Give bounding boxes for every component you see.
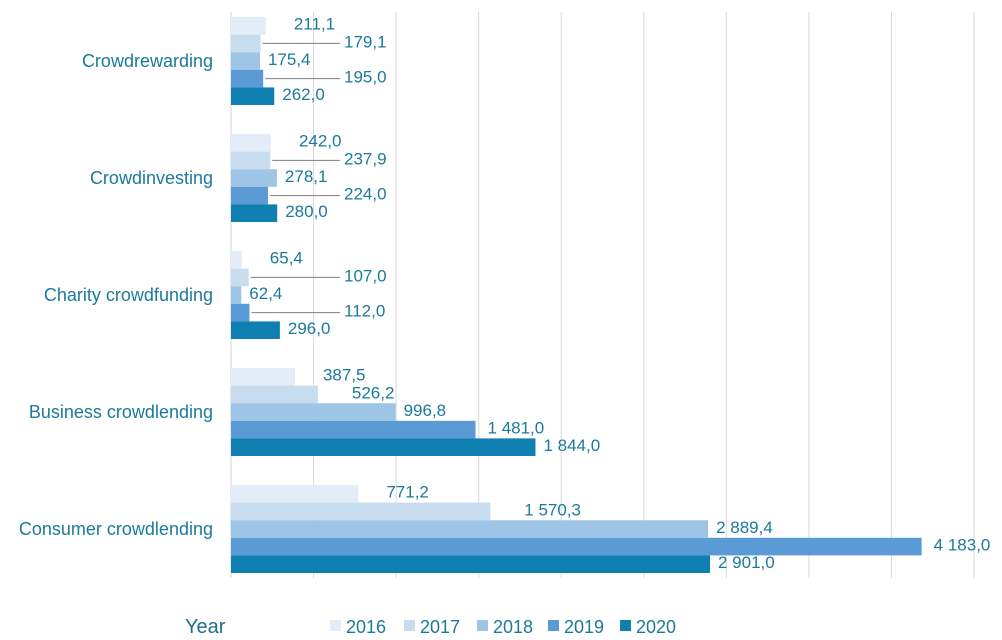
value-label: 1 844,0 bbox=[543, 436, 600, 455]
legend-label: 2019 bbox=[564, 617, 604, 637]
value-label: 175,4 bbox=[268, 50, 311, 69]
legend-label: 2018 bbox=[493, 617, 533, 637]
bar bbox=[231, 87, 275, 105]
bar bbox=[231, 69, 264, 88]
legend-item-2016: 2016 bbox=[330, 617, 386, 637]
value-label: 2 889,4 bbox=[716, 518, 773, 537]
legend-swatch bbox=[477, 620, 488, 631]
bar bbox=[231, 555, 710, 573]
legend-swatch bbox=[404, 620, 415, 631]
value-label: 526,2 bbox=[352, 383, 395, 402]
value-label: 179,1 bbox=[344, 32, 387, 51]
value-label: 296,0 bbox=[288, 319, 331, 338]
legend-item-2018: 2018 bbox=[477, 617, 533, 637]
value-label: 1 481,0 bbox=[488, 418, 545, 437]
value-label: 1 570,3 bbox=[524, 500, 581, 519]
bar bbox=[231, 303, 250, 322]
value-label: 278,1 bbox=[285, 167, 328, 186]
value-label: 62,4 bbox=[249, 284, 282, 303]
legend-item-2019: 2019 bbox=[548, 617, 604, 637]
value-label: 237,9 bbox=[344, 149, 387, 168]
legend-label: 2020 bbox=[636, 617, 676, 637]
bar bbox=[231, 204, 278, 222]
legend-label: 2016 bbox=[346, 617, 386, 637]
series-2020: 262,0 280,0 296,0 1 844,0 2 901,0 bbox=[231, 85, 775, 573]
value-label: 211,1 bbox=[294, 15, 335, 34]
value-label: 112,0 bbox=[344, 301, 385, 320]
category-label: Crowdrewarding bbox=[82, 51, 213, 71]
series-2017: 179,1 237,9 107,0 526,2 1 570,3 bbox=[231, 32, 581, 521]
bar bbox=[231, 251, 242, 269]
legend-swatch bbox=[620, 620, 631, 631]
gridlines bbox=[313, 12, 975, 578]
series-2016: 211,1 242,0 65,4 387,5 771,2 bbox=[231, 15, 429, 503]
bar bbox=[231, 420, 476, 439]
bar bbox=[231, 34, 261, 53]
series-2018: 175,4 278,1 62,4 996,8 2 889,4 bbox=[231, 50, 773, 538]
bar bbox=[231, 438, 536, 456]
value-label: 262,0 bbox=[282, 85, 325, 104]
legend-title: Year bbox=[185, 616, 226, 638]
series-2019: 195,0 224,0 112,0 1 481,0 4 183,0 bbox=[231, 67, 991, 556]
bar bbox=[231, 169, 277, 187]
legend-swatch bbox=[548, 620, 559, 631]
category-label: Business crowdlending bbox=[29, 402, 213, 422]
value-label: 242,0 bbox=[299, 132, 342, 151]
bar bbox=[231, 268, 249, 287]
bar bbox=[231, 151, 271, 170]
legend-label: 2017 bbox=[420, 617, 460, 637]
value-label: 2 901,0 bbox=[718, 553, 775, 572]
legend-item-2017: 2017 bbox=[404, 617, 460, 637]
category-label: Consumer crowdlending bbox=[19, 519, 213, 539]
bar bbox=[231, 520, 709, 538]
bar bbox=[231, 186, 268, 205]
bar bbox=[231, 502, 491, 521]
legend-swatch bbox=[330, 620, 341, 631]
category-label: Crowdinvesting bbox=[90, 168, 213, 188]
category-label: Charity crowdfunding bbox=[44, 285, 213, 305]
value-label: 65,4 bbox=[270, 249, 303, 268]
value-label: 771,2 bbox=[386, 483, 429, 502]
bar bbox=[231, 368, 295, 386]
bar bbox=[231, 485, 359, 503]
bar bbox=[231, 403, 396, 421]
value-label: 996,8 bbox=[404, 401, 447, 420]
value-label: 4 183,0 bbox=[934, 535, 991, 554]
bar bbox=[231, 286, 242, 304]
value-label: 195,0 bbox=[344, 67, 387, 86]
bar bbox=[231, 321, 280, 339]
bar bbox=[231, 385, 318, 404]
value-label: 224,0 bbox=[344, 184, 387, 203]
value-label: 107,0 bbox=[344, 266, 387, 285]
legend-item-2020: 2020 bbox=[620, 617, 676, 637]
value-label: 280,0 bbox=[285, 202, 328, 221]
value-label: 387,5 bbox=[323, 366, 366, 385]
bar bbox=[231, 537, 922, 556]
bar bbox=[231, 17, 266, 35]
bar bbox=[231, 52, 260, 70]
bar bbox=[231, 134, 271, 152]
